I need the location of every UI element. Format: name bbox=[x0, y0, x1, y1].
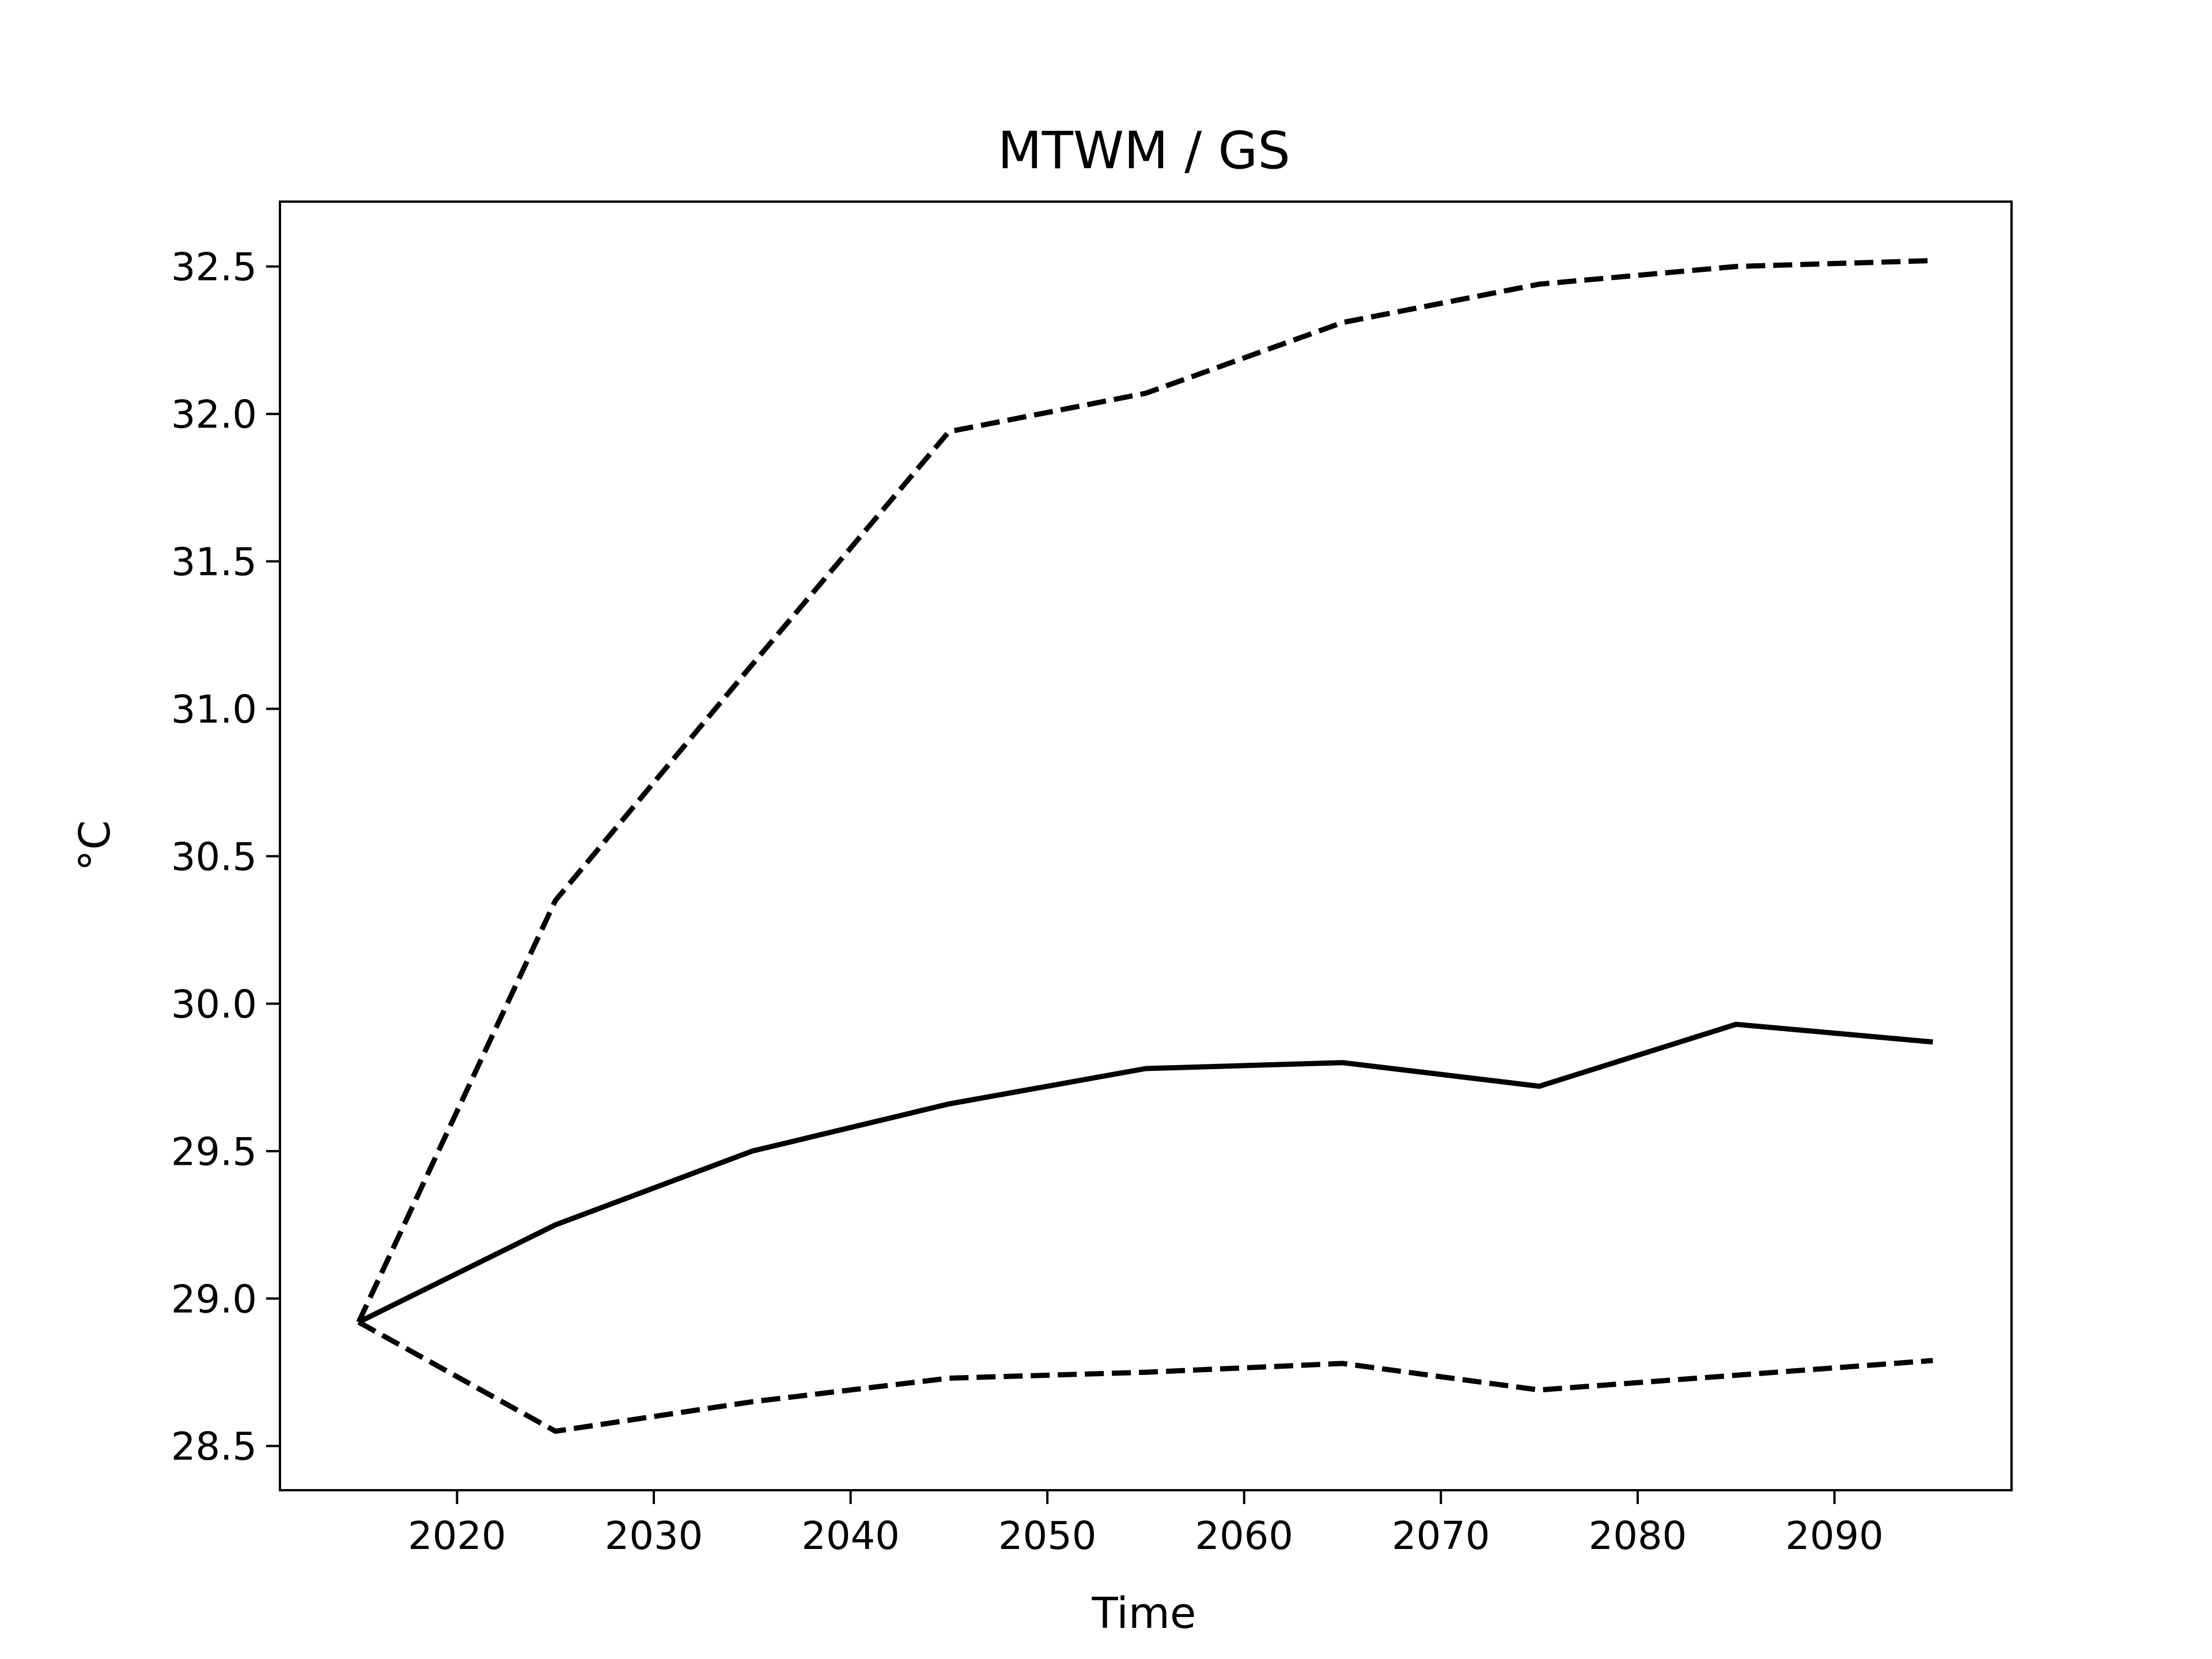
chart-title: MTWM / GS bbox=[998, 120, 1290, 180]
x-axis-label: Time bbox=[1091, 1589, 1196, 1638]
x-tick-label: 2070 bbox=[1392, 1513, 1490, 1558]
x-tick-label: 2030 bbox=[605, 1513, 703, 1558]
y-axis-label: °C bbox=[70, 820, 120, 872]
x-tick-label: 2080 bbox=[1589, 1513, 1687, 1558]
plot-lines bbox=[356, 257, 1933, 1434]
x-tick-label: 2020 bbox=[408, 1513, 506, 1558]
series-line-2 bbox=[356, 257, 1933, 1324]
y-tick-label: 32.5 bbox=[171, 245, 257, 290]
y-tick-label: 28.5 bbox=[171, 1424, 257, 1469]
y-tick-label: 31.0 bbox=[171, 687, 257, 732]
y-tick-label: 30.0 bbox=[171, 982, 257, 1027]
plot-frame bbox=[279, 200, 2013, 1491]
y-tick-label: 31.5 bbox=[171, 540, 257, 585]
x-axis-ticks: 2020 2030 2040 2050 2060 2070 2080 2090 bbox=[408, 1490, 1884, 1558]
y-tick-label: 29.0 bbox=[171, 1277, 257, 1321]
y-tick-label: 32.0 bbox=[171, 392, 257, 437]
x-tick-label: 2050 bbox=[998, 1513, 1097, 1558]
y-tick-label: 30.5 bbox=[171, 834, 257, 879]
y-tick-label: 29.5 bbox=[171, 1129, 257, 1174]
y-axis-ticks: 28.5 29.0 29.5 30.0 30.5 31.0 31.5 32.0 32.5 bbox=[171, 245, 280, 1469]
x-tick-label: 2060 bbox=[1195, 1513, 1294, 1558]
x-tick-label: 2040 bbox=[801, 1513, 900, 1558]
x-tick-label: 2090 bbox=[1785, 1513, 1884, 1558]
series-line-1 bbox=[357, 1021, 1933, 1325]
series-line-3 bbox=[357, 1320, 1933, 1434]
